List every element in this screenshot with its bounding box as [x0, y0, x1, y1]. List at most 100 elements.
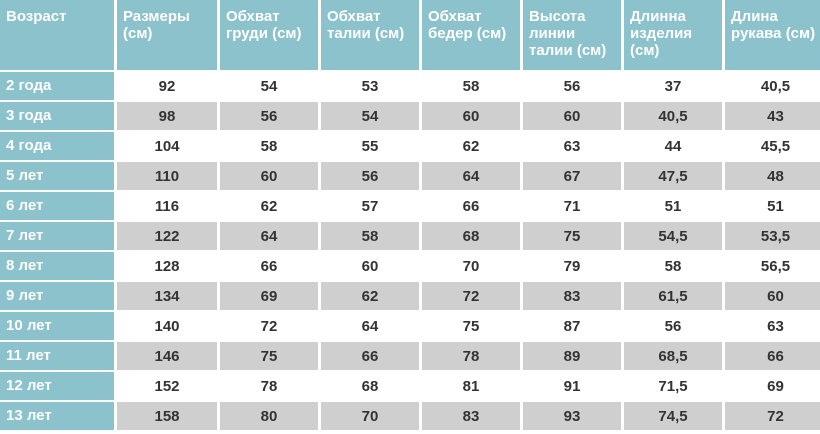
table-cell: 45,5 [725, 132, 820, 162]
table-cell: 56,5 [725, 252, 820, 282]
table-cell: 51 [624, 192, 722, 222]
table-cell: 83 [422, 402, 520, 432]
table-cell: 48 [725, 162, 820, 192]
row-age-label: 8 лет [0, 252, 114, 282]
table-cell: 83 [523, 282, 621, 312]
table-cell: 80 [220, 402, 318, 432]
table-cell: 66 [220, 252, 318, 282]
table-cell: 70 [422, 252, 520, 282]
row-age-label: 6 лет [0, 192, 114, 222]
table-cell: 60 [422, 102, 520, 132]
table-cell: 66 [321, 342, 419, 372]
table-cell: 51 [725, 192, 820, 222]
table-cell: 57 [321, 192, 419, 222]
header-chest: Обхват груди (см) [220, 0, 318, 72]
table-cell: 134 [117, 282, 217, 312]
header-waist: Обхват талии (см) [321, 0, 419, 72]
table-cell: 158 [117, 402, 217, 432]
table-cell: 62 [422, 132, 520, 162]
row-age-label: 10 лет [0, 312, 114, 342]
table-cell: 78 [422, 342, 520, 372]
header-sleeve: Длина рукава (см) [725, 0, 820, 72]
table-cell: 72 [422, 282, 520, 312]
table-cell: 40,5 [725, 72, 820, 102]
table-cell: 56 [523, 72, 621, 102]
table-cell: 79 [523, 252, 621, 282]
table-cell: 64 [422, 162, 520, 192]
table-cell: 53,5 [725, 222, 820, 252]
table-cell: 75 [422, 312, 520, 342]
table-cell: 37 [624, 72, 722, 102]
table-cell: 56 [321, 162, 419, 192]
table-cell: 66 [422, 192, 520, 222]
header-hips: Обхват бедер (см) [422, 0, 520, 72]
table-cell: 128 [117, 252, 217, 282]
header-length: Длинна изделия (см) [624, 0, 722, 72]
table-cell: 63 [725, 312, 820, 342]
table-cell: 54,5 [624, 222, 722, 252]
row-age-label: 9 лет [0, 282, 114, 312]
table-cell: 146 [117, 342, 217, 372]
table-cell: 98 [117, 102, 217, 132]
table-cell: 89 [523, 342, 621, 372]
header-waist-height: Высота линии талии (см) [523, 0, 621, 72]
table-cell: 58 [422, 72, 520, 102]
header-size: Размеры (см) [117, 0, 217, 72]
table-cell: 61,5 [624, 282, 722, 312]
table-cell: 44 [624, 132, 722, 162]
table-cell: 60 [523, 102, 621, 132]
table-cell: 56 [220, 102, 318, 132]
table-cell: 43 [725, 102, 820, 132]
table-cell: 69 [725, 372, 820, 402]
table-cell: 58 [220, 132, 318, 162]
table-cell: 54 [220, 72, 318, 102]
table-cell: 60 [725, 282, 820, 312]
table-cell: 62 [220, 192, 318, 222]
row-age-label: 12 лет [0, 372, 114, 402]
table-cell: 91 [523, 372, 621, 402]
row-age-label: 7 лет [0, 222, 114, 252]
table-cell: 56 [624, 312, 722, 342]
table-cell: 93 [523, 402, 621, 432]
table-cell: 116 [117, 192, 217, 222]
table-cell: 68 [422, 222, 520, 252]
table-cell: 47,5 [624, 162, 722, 192]
table-cell: 75 [220, 342, 318, 372]
table-cell: 64 [220, 222, 318, 252]
table-cell: 70 [321, 402, 419, 432]
table-cell: 71,5 [624, 372, 722, 402]
table-cell: 58 [624, 252, 722, 282]
table-cell: 122 [117, 222, 217, 252]
table-cell: 68 [321, 372, 419, 402]
row-age-label: 3 года [0, 102, 114, 132]
table-cell: 63 [523, 132, 621, 162]
table-cell: 152 [117, 372, 217, 402]
row-age-label: 11 лет [0, 342, 114, 372]
table-cell: 64 [321, 312, 419, 342]
header-age: Возраст [0, 0, 114, 72]
table-cell: 60 [321, 252, 419, 282]
table-cell: 53 [321, 72, 419, 102]
table-cell: 140 [117, 312, 217, 342]
table-cell: 71 [523, 192, 621, 222]
row-age-label: 2 года [0, 72, 114, 102]
table-cell: 104 [117, 132, 217, 162]
table-cell: 40,5 [624, 102, 722, 132]
table-cell: 81 [422, 372, 520, 402]
table-cell: 72 [725, 402, 820, 432]
table-cell: 54 [321, 102, 419, 132]
table-cell: 55 [321, 132, 419, 162]
row-age-label: 13 лет [0, 402, 114, 432]
table-cell: 92 [117, 72, 217, 102]
table-cell: 75 [523, 222, 621, 252]
table-cell: 68,5 [624, 342, 722, 372]
table-cell: 78 [220, 372, 318, 402]
table-cell: 67 [523, 162, 621, 192]
row-age-label: 5 лет [0, 162, 114, 192]
table-cell: 87 [523, 312, 621, 342]
table-cell: 58 [321, 222, 419, 252]
row-age-label: 4 года [0, 132, 114, 162]
table-cell: 69 [220, 282, 318, 312]
table-cell: 60 [220, 162, 318, 192]
